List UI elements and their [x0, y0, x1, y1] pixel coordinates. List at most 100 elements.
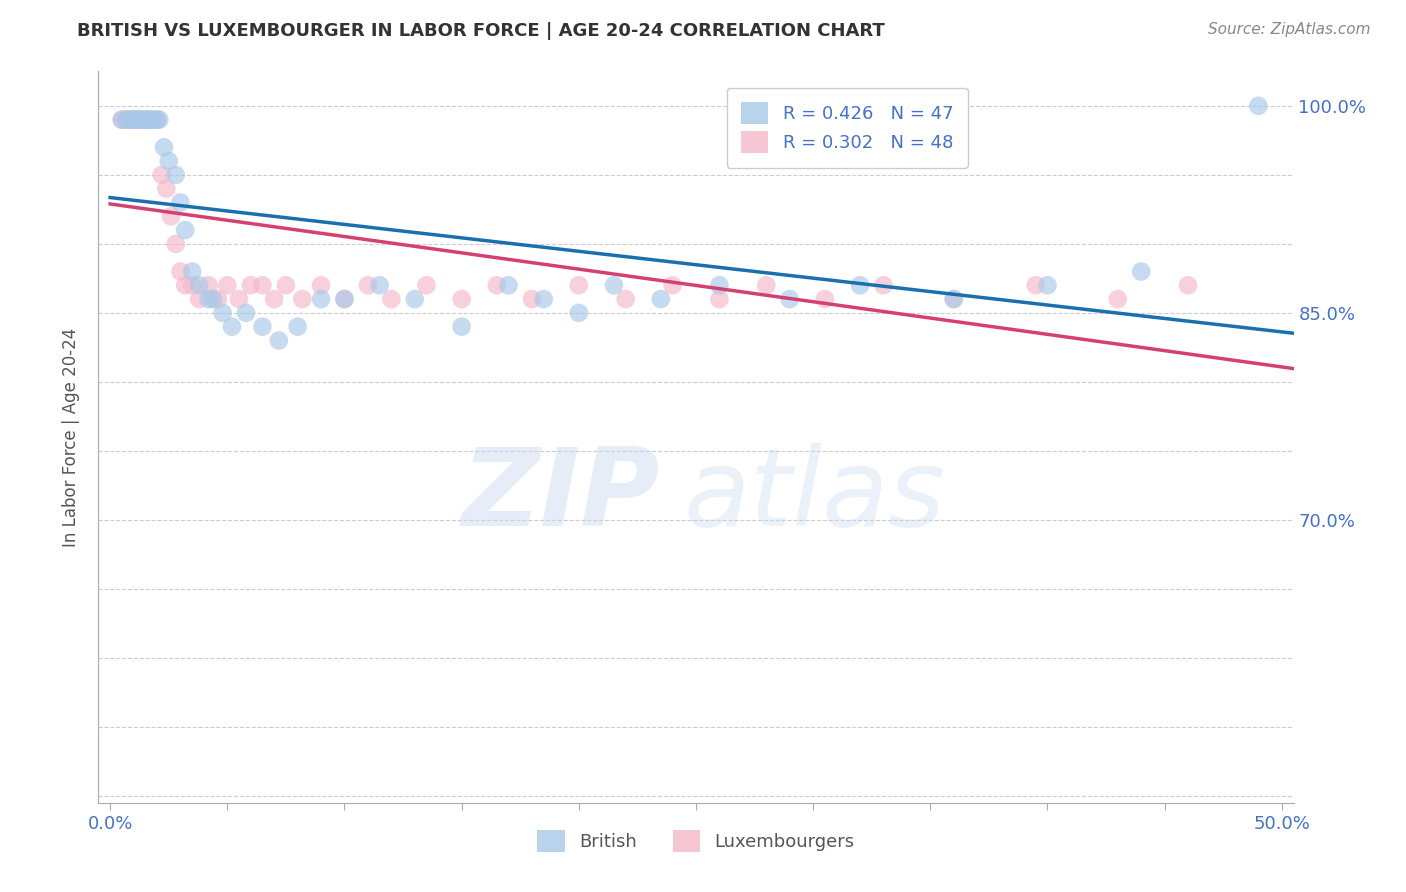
Point: [125, 112, 148, 127]
Point: [160, 209, 183, 223]
Point: [533, 292, 555, 306]
Point: [1036, 278, 1059, 293]
Point: [207, 292, 229, 306]
Point: [603, 278, 626, 293]
Point: [709, 292, 731, 306]
Point: [309, 292, 332, 306]
Point: [263, 292, 285, 306]
Point: [146, 112, 169, 127]
Point: [115, 112, 138, 127]
Point: [181, 278, 204, 293]
Point: [174, 278, 197, 293]
Point: [814, 292, 837, 306]
Point: [169, 195, 191, 210]
Point: [118, 112, 141, 127]
Point: [942, 292, 965, 306]
Text: BRITISH VS LUXEMBOURGER IN LABOR FORCE | AGE 20-24 CORRELATION CHART: BRITISH VS LUXEMBOURGER IN LABOR FORCE |…: [77, 22, 886, 40]
Point: [127, 112, 149, 127]
Point: [122, 112, 145, 127]
Point: [650, 292, 672, 306]
Point: [115, 112, 138, 127]
Point: [127, 112, 149, 127]
Point: [174, 223, 197, 237]
Point: [779, 292, 801, 306]
Point: [614, 292, 637, 306]
Point: [1107, 292, 1129, 306]
Point: [709, 278, 731, 293]
Point: [404, 292, 426, 306]
Point: [333, 292, 356, 306]
Point: [309, 278, 332, 293]
Point: [122, 112, 145, 127]
Point: [134, 112, 156, 127]
Point: [111, 112, 134, 127]
Point: [146, 112, 169, 127]
Point: [188, 292, 211, 306]
Point: [415, 278, 437, 293]
Point: [134, 112, 156, 127]
Point: [129, 112, 152, 127]
Point: [239, 278, 262, 293]
Point: [118, 112, 141, 127]
Point: [252, 278, 274, 293]
Point: [568, 306, 591, 320]
Point: [141, 112, 163, 127]
Point: [333, 292, 356, 306]
Point: [235, 306, 257, 320]
Point: [155, 182, 177, 196]
Point: [755, 278, 778, 293]
Point: [291, 292, 314, 306]
Point: [217, 278, 239, 293]
Point: [122, 112, 145, 127]
Point: [129, 112, 152, 127]
Point: [450, 319, 472, 334]
Point: [252, 319, 274, 334]
Point: [122, 112, 145, 127]
Point: [287, 319, 309, 334]
Point: [165, 168, 187, 182]
Y-axis label: In Labor Force | Age 20-24: In Labor Force | Age 20-24: [62, 327, 80, 547]
Point: [568, 278, 591, 293]
Point: [211, 306, 233, 320]
Text: atlas: atlas: [685, 443, 946, 548]
Point: [197, 292, 219, 306]
Point: [357, 278, 380, 293]
Point: [380, 292, 402, 306]
Point: [520, 292, 543, 306]
Point: [202, 292, 225, 306]
Point: [150, 168, 173, 182]
Point: [153, 140, 176, 154]
Text: ZIP: ZIP: [461, 442, 661, 549]
Point: [136, 112, 159, 127]
Point: [197, 278, 219, 293]
Point: [450, 292, 472, 306]
Point: [141, 112, 163, 127]
Point: [1025, 278, 1047, 293]
Point: [267, 334, 290, 348]
Point: [1177, 278, 1199, 293]
Point: [188, 278, 211, 293]
Point: [125, 112, 148, 127]
Point: [849, 278, 872, 293]
Point: [368, 278, 391, 293]
Point: [221, 319, 243, 334]
Text: Source: ZipAtlas.com: Source: ZipAtlas.com: [1208, 22, 1371, 37]
Point: [148, 112, 170, 127]
Point: [498, 278, 520, 293]
Point: [274, 278, 297, 293]
Point: [136, 112, 159, 127]
Point: [872, 278, 894, 293]
Point: [228, 292, 250, 306]
Point: [157, 154, 180, 169]
Point: [134, 112, 156, 127]
Point: [139, 112, 162, 127]
Point: [165, 236, 187, 251]
Point: [1247, 99, 1270, 113]
Legend: British, Luxembourgers: British, Luxembourgers: [523, 816, 869, 867]
Point: [169, 264, 191, 278]
Point: [181, 264, 204, 278]
Point: [661, 278, 683, 293]
Point: [942, 292, 965, 306]
Point: [111, 112, 134, 127]
Point: [485, 278, 508, 293]
